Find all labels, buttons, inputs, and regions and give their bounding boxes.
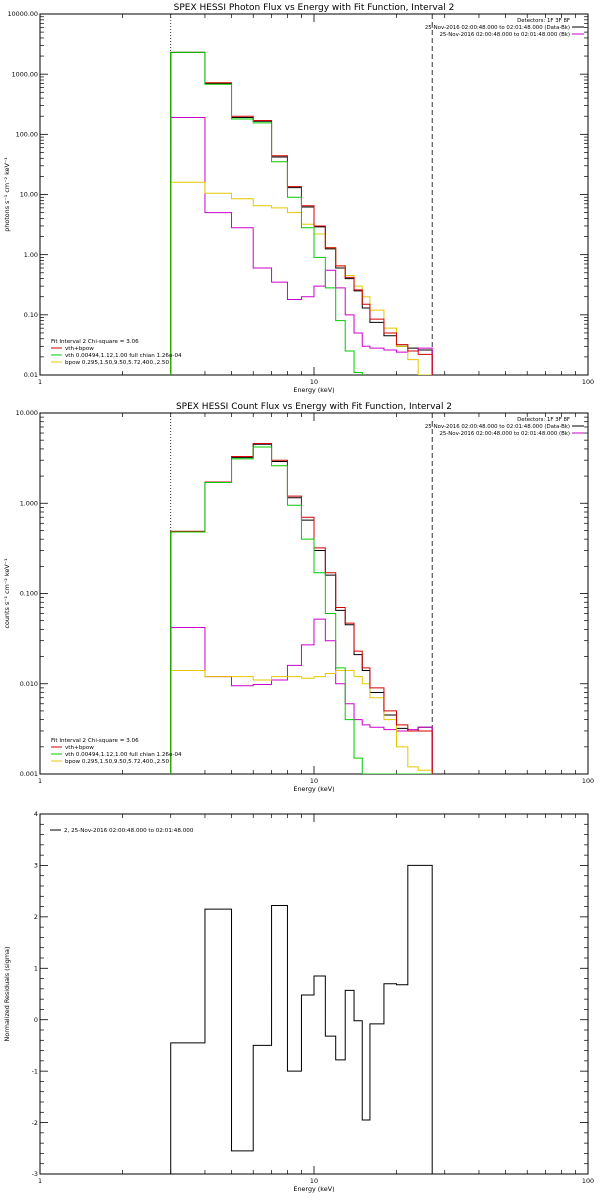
series-background-line xyxy=(170,117,433,375)
y-tick-label: 0.01 xyxy=(24,371,38,379)
series-vth-line xyxy=(170,51,433,375)
y-tick-label: 4 xyxy=(34,810,38,818)
chart-panel-1: SPEX HESSI Photon Flux vs Energy with Fi… xyxy=(3,3,594,394)
info-line: 25-Nov-2016 02:00:48.000 to 02:01:48.000… xyxy=(439,32,570,38)
x-axis-label: Energy (keV) xyxy=(293,785,334,793)
legend-entry: bpow 0.295,1.50,9.50,5.72,400.,2.50 xyxy=(65,759,169,765)
chart-panel-3: 1 10 100 Energy (keV) -3 -2 -1 0 1 2 3 4 Normalized … xyxy=(3,810,594,1193)
y-tick-label: 3 xyxy=(34,862,38,870)
series-bpow-line xyxy=(170,670,433,774)
x-tick-label: 100 xyxy=(582,378,594,386)
y-tick-label: -3 xyxy=(32,1170,38,1178)
legend: Fit Interval 2 Chi-square = 3.06vth+bpow… xyxy=(51,738,182,765)
chart-title: SPEX HESSI Count Flux vs Energy with Fit… xyxy=(176,402,452,412)
legend-entry: vth 0.00494,1.12,1.00 full chian 1.26e-0… xyxy=(65,752,182,758)
plot-frame xyxy=(39,412,589,775)
y-axis-label: counts s⁻¹ cm⁻² keV⁻¹ xyxy=(3,558,11,629)
legend-entry: vth+bpow xyxy=(65,745,94,751)
y-tick-label: -2 xyxy=(32,1119,38,1127)
info-line: 25-Nov-2016 02:00:48.000 to 02:01:48.000… xyxy=(425,424,570,430)
info-line: Detectors: 1F 3F 8F xyxy=(517,417,570,423)
x-tick-label: 100 xyxy=(582,777,594,785)
x-tick-label: 10 xyxy=(310,1177,318,1185)
y-tick-label: 0.010 xyxy=(20,680,38,688)
x-tick-label: 1 xyxy=(38,1177,42,1185)
y-axis-label: photons s⁻¹ cm⁻² keV⁻¹ xyxy=(3,157,11,232)
info-line: 25-Nov-2016 02:00:48.000 to 02:01:48.000… xyxy=(425,25,570,31)
legend-entry: vth+bpow xyxy=(65,346,94,352)
y-tick-label: 1 xyxy=(34,964,38,972)
y-axis-label: Normalized Residuals (sigma) xyxy=(3,947,11,1042)
chart-panel-2: SPEX HESSI Count Flux vs Energy with Fit… xyxy=(3,402,594,793)
y-axis: 0.01 0.10 1.00 10.00 100.00 1000.00 10000.00 ph… xyxy=(3,10,588,379)
series-total-line xyxy=(170,51,433,375)
legend-header: Fit Interval 2 Chi-square = 3.06 xyxy=(51,738,139,744)
legend: 2, 25-Nov-2016 02:00:48.000 to 02:01:48.… xyxy=(50,828,194,834)
legend-entry: 2, 25-Nov-2016 02:00:48.000 to 02:01:48.… xyxy=(64,828,194,834)
series-background-line xyxy=(170,618,433,774)
x-axis-label: Energy (keV) xyxy=(293,386,334,394)
series-group xyxy=(170,51,433,375)
x-axis: 1 10 100 Energy (keV) xyxy=(38,814,594,1193)
y-tick-label: -1 xyxy=(32,1067,38,1075)
y-axis: -3 -2 -1 0 1 2 3 4 Normalized Residuals (sigma) xyxy=(3,810,588,1178)
series-group xyxy=(170,442,433,774)
y-tick-label: 0.10 xyxy=(24,311,38,319)
x-tick-label: 1 xyxy=(38,378,42,386)
y-tick-label: 1.000 xyxy=(20,499,38,507)
y-tick-label: 10.000 xyxy=(16,409,38,417)
x-tick-label: 10 xyxy=(310,378,318,386)
y-tick-label: 100.00 xyxy=(16,131,38,139)
y-tick-label: 0 xyxy=(34,1016,38,1024)
y-tick-label: 10000.00 xyxy=(8,10,39,18)
series-data-line xyxy=(170,864,433,1174)
info-line: Detectors: 1F 3F 8F xyxy=(517,18,570,24)
x-axis: 1 10 100 Energy (keV) xyxy=(38,14,594,394)
x-axis: 1 10 100 Energy (keV) xyxy=(38,413,594,793)
legend-header: Fit Interval 2 Chi-square = 3.06 xyxy=(51,339,139,345)
plot-frame xyxy=(39,13,589,376)
legend: Fit Interval 2 Chi-square = 3.06vth+bpow… xyxy=(51,339,182,366)
series-group xyxy=(170,864,433,1174)
legend-entry: bpow 0.295,1.50,9.50,5.72,400.,2.50 xyxy=(65,360,169,366)
series-vth-line xyxy=(170,446,433,774)
y-axis: 0.001 0.010 0.100 1.000 10.000 counts s⁻¹ cm⁻… xyxy=(3,409,588,778)
y-tick-label: 0.100 xyxy=(20,590,38,598)
x-tick-label: 100 xyxy=(582,1177,594,1185)
y-tick-label: 10.00 xyxy=(20,191,38,199)
info-line: 25-Nov-2016 02:00:48.000 to 02:01:48.000… xyxy=(439,431,570,437)
legend-entry: vth 0.00494,1.12,1.00 full chian 1.26e-0… xyxy=(65,353,182,359)
x-axis-label: Energy (keV) xyxy=(293,1185,334,1193)
x-tick-label: 1 xyxy=(38,777,42,785)
series-total-line xyxy=(170,442,433,774)
series-data-line xyxy=(170,443,433,774)
y-tick-label: 0.001 xyxy=(20,770,38,778)
y-tick-label: 1.00 xyxy=(24,251,38,259)
x-tick-label: 10 xyxy=(310,777,318,785)
chart-title: SPEX HESSI Photon Flux vs Energy with Fi… xyxy=(174,3,455,13)
y-tick-label: 1000.00 xyxy=(12,70,38,78)
y-tick-label: 2 xyxy=(34,913,38,921)
